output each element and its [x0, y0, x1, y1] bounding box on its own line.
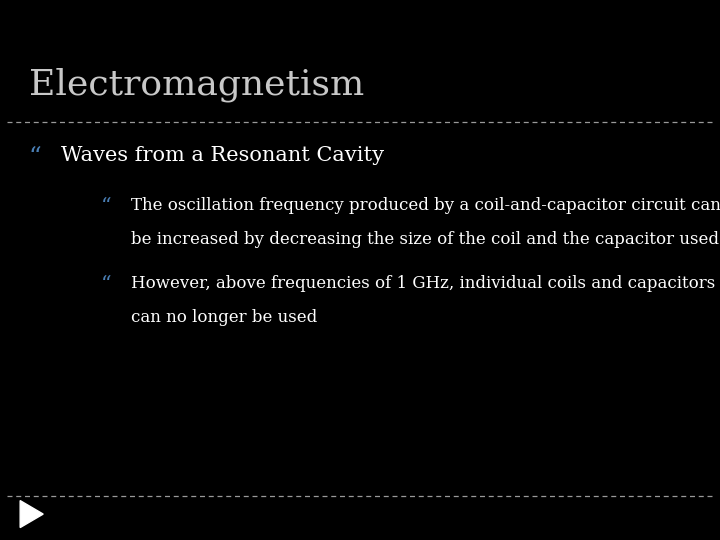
Text: Waves from a Resonant Cavity: Waves from a Resonant Cavity: [61, 146, 384, 165]
Text: can no longer be used: can no longer be used: [131, 309, 318, 326]
Text: “: “: [101, 197, 112, 216]
Text: “: “: [29, 146, 42, 169]
Text: “: “: [101, 275, 112, 294]
Text: However, above frequencies of 1 GHz, individual coils and capacitors: However, above frequencies of 1 GHz, ind…: [131, 275, 715, 292]
Text: Electromagnetism: Electromagnetism: [29, 68, 364, 102]
Polygon shape: [20, 501, 43, 528]
Text: The oscillation frequency produced by a coil-and-capacitor circuit can: The oscillation frequency produced by a …: [131, 197, 720, 214]
Text: be increased by decreasing the size of the coil and the capacitor used: be increased by decreasing the size of t…: [131, 231, 719, 247]
